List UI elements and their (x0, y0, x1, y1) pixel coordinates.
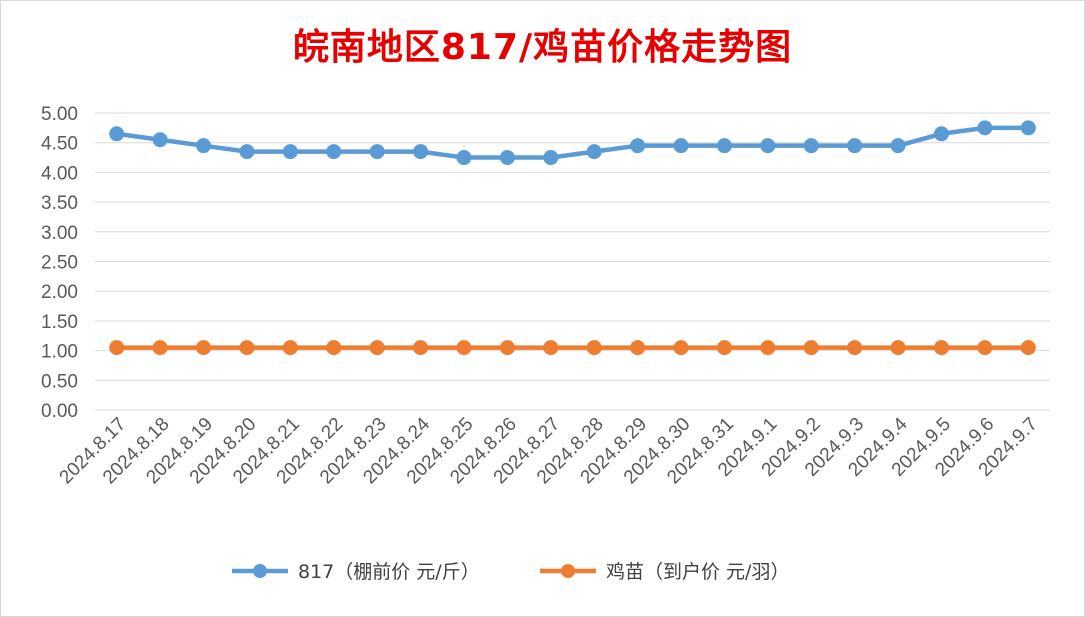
data-point (586, 144, 602, 160)
series-2 (109, 340, 1036, 356)
legend-item: 鸡苗（到户价 元/羽） (540, 561, 789, 583)
data-point (847, 138, 863, 154)
data-point (369, 144, 385, 160)
data-point (977, 120, 993, 136)
y-tick-label: 5.00 (41, 104, 78, 125)
data-point (760, 138, 776, 154)
data-point (716, 138, 732, 154)
data-point (890, 340, 906, 356)
y-tick-label: 0.50 (41, 371, 78, 392)
y-tick-label: 0.00 (41, 401, 78, 422)
y-tick-label: 3.00 (41, 223, 78, 244)
series-1 (109, 120, 1036, 166)
x-axis-ticks: 2024.8.172024.8.182024.8.192024.8.202024… (56, 413, 1042, 488)
data-point (543, 150, 559, 166)
data-point (326, 144, 342, 160)
y-tick-label: 4.50 (41, 134, 78, 155)
y-tick-label: 1.00 (41, 342, 78, 363)
data-point (239, 144, 255, 160)
y-tick-label: 2.50 (41, 253, 78, 274)
data-point (803, 138, 819, 154)
data-point (413, 340, 429, 356)
data-point (196, 340, 212, 356)
y-tick-label: 4.00 (41, 163, 78, 184)
y-tick-label: 2.00 (41, 282, 78, 303)
data-point (109, 340, 125, 356)
data-point (1020, 340, 1036, 356)
data-point (499, 340, 515, 356)
gridlines (95, 112, 1050, 411)
data-point (413, 144, 429, 160)
legend-label: 鸡苗（到户价 元/羽） (606, 561, 789, 583)
data-point (152, 132, 168, 148)
data-point (499, 150, 515, 166)
data-point (109, 126, 125, 142)
data-point (239, 340, 255, 356)
data-point (803, 340, 819, 356)
data-point (673, 340, 689, 356)
data-point (673, 138, 689, 154)
legend-marker (561, 564, 575, 578)
data-point (543, 340, 559, 356)
series-layer (109, 120, 1036, 356)
data-point (933, 340, 949, 356)
y-tick-label: 1.50 (41, 312, 78, 333)
data-point (326, 340, 342, 356)
data-point (890, 138, 906, 154)
data-point (456, 150, 472, 166)
data-point (282, 340, 298, 356)
data-point (456, 340, 472, 356)
data-point (716, 340, 732, 356)
data-point (630, 340, 646, 356)
data-point (152, 340, 168, 356)
data-point (1020, 120, 1036, 136)
data-point (847, 340, 863, 356)
legend-marker (253, 564, 267, 578)
data-point (282, 144, 298, 160)
chart-title: 皖南地区817/鸡苗价格走势图 (292, 27, 793, 68)
data-point (933, 126, 949, 142)
data-point (369, 340, 385, 356)
data-point (630, 138, 646, 154)
data-point (977, 340, 993, 356)
data-point (196, 138, 212, 154)
series-line (114, 125, 1031, 160)
y-tick-label: 3.50 (41, 193, 78, 214)
data-point (586, 340, 602, 356)
legend-item: 817（棚前价 元/斤） (232, 561, 480, 583)
data-point (760, 340, 776, 356)
legend: 817（棚前价 元/斤） 鸡苗（到户价 元/羽） (232, 561, 789, 583)
y-axis-ticks: 0.00 0.50 1.00 1.50 2.00 2.50 3.00 3.50 4.00 4.50… (41, 104, 78, 422)
legend-label: 817（棚前价 元/斤） (298, 561, 480, 583)
